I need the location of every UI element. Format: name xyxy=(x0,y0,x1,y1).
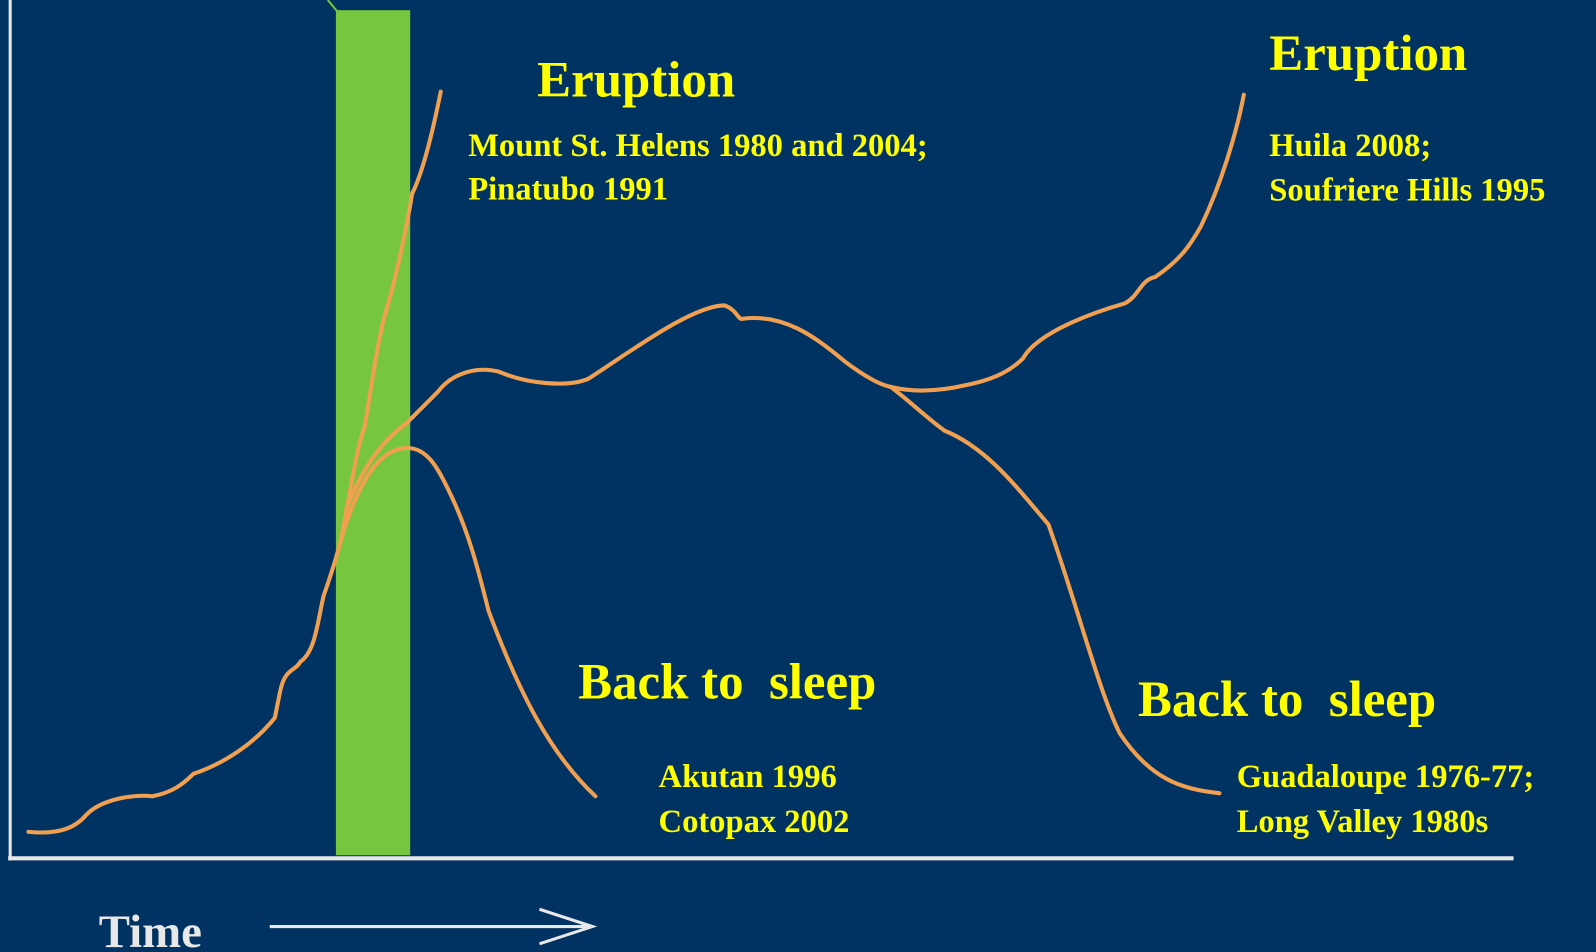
time-arrowhead xyxy=(538,907,598,946)
eruption-curve-early xyxy=(338,89,443,542)
band-pointer xyxy=(326,0,339,13)
base-curve xyxy=(26,537,344,835)
heading: Eruption xyxy=(537,53,735,109)
heading: Back to sleep xyxy=(1138,672,1436,728)
example: Huila 2008; xyxy=(1269,128,1431,164)
example: Mount St. Helens 1980 and 2004; xyxy=(468,128,927,164)
heading: Back to sleep xyxy=(578,654,876,710)
sleep-curve-early xyxy=(338,445,598,799)
example: Pinatubo 1991 xyxy=(468,172,668,208)
long-unrest-curve xyxy=(344,303,893,512)
x-axis-label: Time xyxy=(99,906,202,952)
example: Akutan 1996 xyxy=(659,759,837,795)
example: Long Valley 1980s xyxy=(1237,804,1488,840)
example: Cotopax 2002 xyxy=(659,804,850,840)
unrest-band xyxy=(335,10,411,856)
heading: Eruption xyxy=(1269,26,1467,82)
eruption-curve-late xyxy=(888,92,1246,393)
example: Guadaloupe 1976-77; xyxy=(1237,759,1535,795)
sleep-curve-late xyxy=(888,384,1222,796)
example: Soufriere Hills 1995 xyxy=(1269,173,1545,209)
